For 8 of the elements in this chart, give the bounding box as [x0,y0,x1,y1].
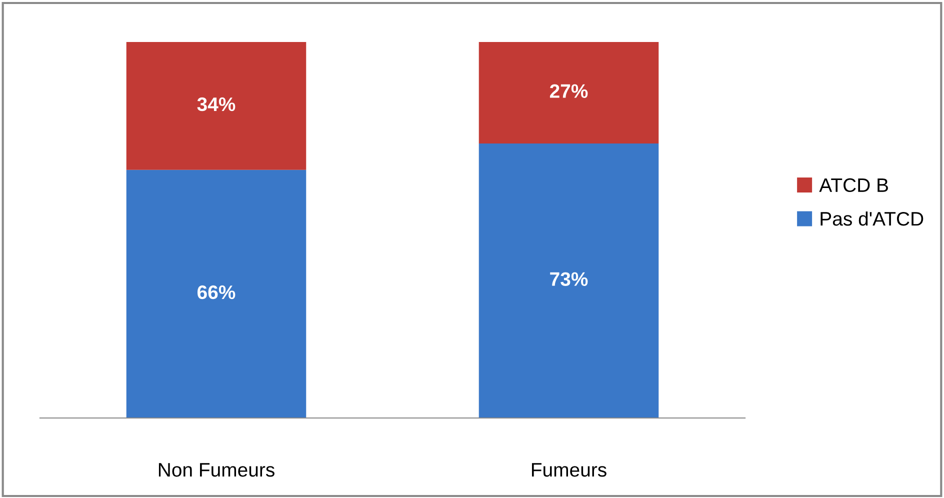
legend-label: Pas d'ATCD [820,211,924,226]
x-tick-label: Fumeurs [532,463,606,477]
x-tick-label: Non Fumeurs [158,463,274,477]
data-label: 66% [198,285,236,300]
data-label: 27% [550,84,588,98]
data-label: 73% [550,272,588,286]
data-label: 34% [197,97,236,112]
legend-label: ATCD B [819,178,888,192]
